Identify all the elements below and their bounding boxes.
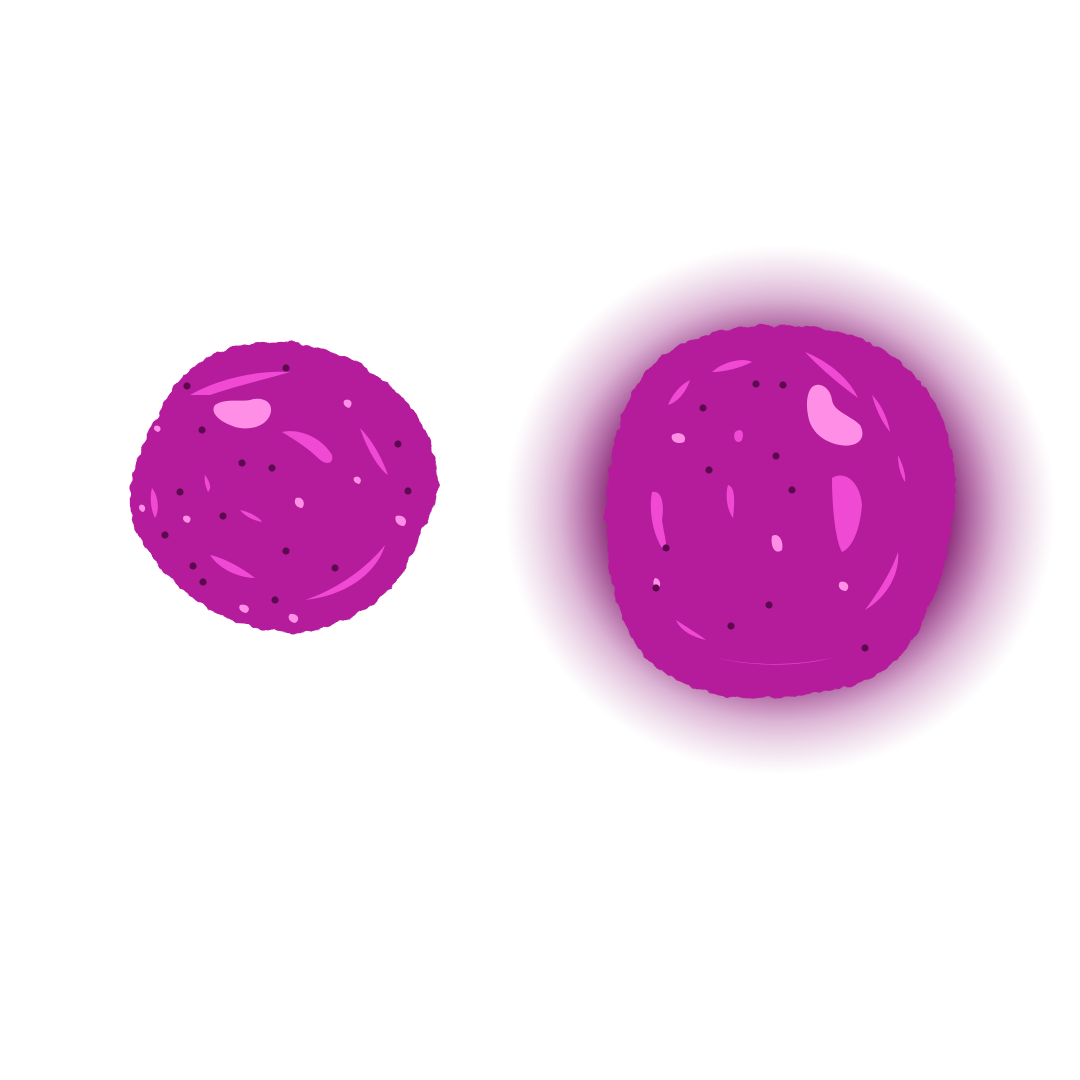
light-spot xyxy=(395,515,407,526)
dark-spot xyxy=(282,547,290,555)
glowing-blob xyxy=(505,245,1055,775)
light-spot xyxy=(139,504,146,512)
dark-spot xyxy=(268,464,276,472)
light-spot xyxy=(213,398,272,429)
dark-spot xyxy=(404,487,412,495)
dark-spot xyxy=(772,452,780,460)
highlight-streak xyxy=(676,620,706,640)
dark-spot xyxy=(662,544,670,552)
blob-spots xyxy=(652,380,869,652)
dark-spot xyxy=(199,578,207,586)
highlight-streak xyxy=(712,360,752,372)
highlight-streak xyxy=(872,395,890,432)
dark-spot xyxy=(161,531,169,539)
plain-blob xyxy=(129,341,438,634)
highlight-streak xyxy=(210,555,255,578)
blob-highlights xyxy=(650,352,906,665)
dark-spot xyxy=(779,381,787,389)
highlight-streak xyxy=(190,371,290,395)
light-spot xyxy=(154,425,161,432)
light-spot xyxy=(838,581,849,591)
dark-spot xyxy=(176,488,184,496)
highlight-streak xyxy=(150,488,158,518)
dark-spot xyxy=(198,426,206,434)
highlight-streak xyxy=(668,380,690,405)
light-spot xyxy=(183,515,191,523)
dark-spot xyxy=(652,584,660,592)
light-spot xyxy=(353,476,361,484)
dark-spot xyxy=(183,382,191,390)
dark-spot xyxy=(765,601,773,609)
highlight-streak xyxy=(726,485,735,518)
light-spot xyxy=(288,613,299,623)
highlight-streak xyxy=(865,552,899,610)
light-spot xyxy=(294,497,304,508)
dark-spot xyxy=(788,486,796,494)
blob-spots xyxy=(161,364,412,604)
dark-spot xyxy=(238,459,246,467)
highlight-streak xyxy=(832,475,862,552)
highlight-streak xyxy=(734,430,743,443)
dark-spot xyxy=(727,622,735,630)
blob-highlights xyxy=(139,371,407,623)
dark-spot xyxy=(219,512,227,520)
light-spot xyxy=(239,604,249,613)
light-spot xyxy=(771,534,783,552)
dark-spot xyxy=(331,564,339,572)
dark-spot xyxy=(861,644,869,652)
highlight-streak xyxy=(805,352,858,398)
dark-spot xyxy=(394,440,402,448)
dark-spot xyxy=(699,404,707,412)
dark-spot xyxy=(705,466,713,474)
blob-body xyxy=(129,341,438,634)
highlight-streak xyxy=(650,491,667,552)
highlight-streak xyxy=(360,428,388,475)
blob-body xyxy=(605,324,956,699)
highlight-streak xyxy=(898,455,906,482)
dark-spot xyxy=(189,562,197,570)
light-spot xyxy=(343,399,352,408)
light-spot xyxy=(671,433,686,444)
light-spot xyxy=(806,384,863,446)
highlight-streak xyxy=(282,431,333,463)
highlight-streak xyxy=(240,510,262,522)
dark-spot xyxy=(271,596,279,604)
dark-spot xyxy=(752,380,760,388)
dark-spot xyxy=(282,364,290,372)
highlight-streak xyxy=(204,475,211,492)
